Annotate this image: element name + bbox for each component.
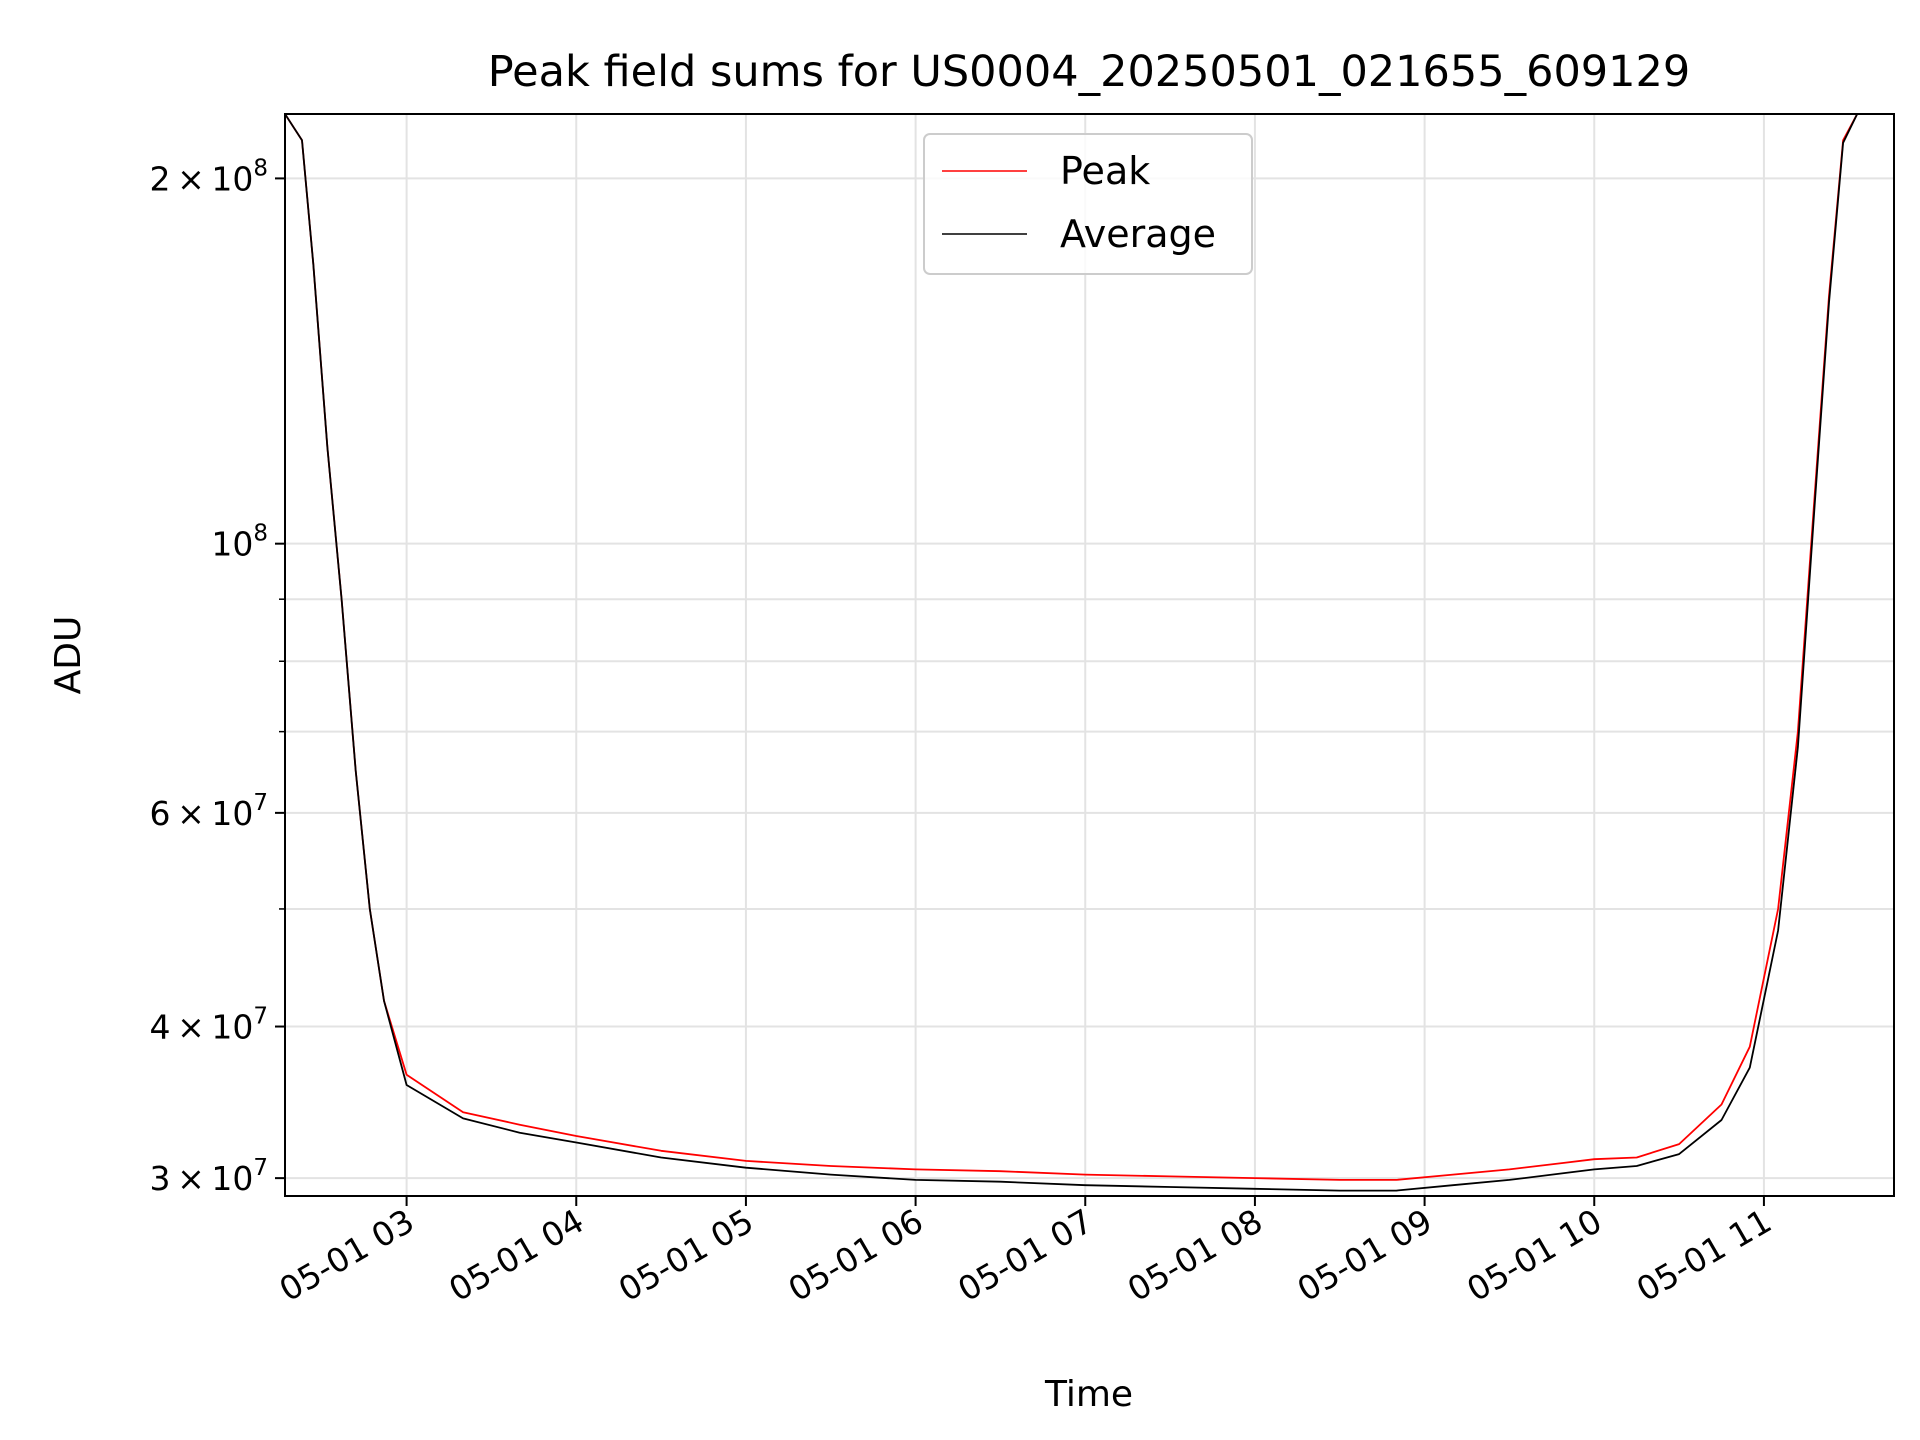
legend: Peak Average <box>923 133 1253 275</box>
y-tick-exponent: 8 <box>253 155 268 181</box>
legend-label-average: Average <box>1060 212 1216 256</box>
y-tick-label: 6 × 107 <box>150 790 268 833</box>
legend-label-peak: Peak <box>1060 149 1150 193</box>
legend-box <box>923 133 1253 275</box>
y-tick-exponent: 7 <box>253 790 268 816</box>
series-layer <box>285 114 1894 1192</box>
y-tick-label: 3 × 107 <box>150 1155 268 1198</box>
y-tick-exponent: 7 <box>253 1004 268 1030</box>
y-tick-label: 4 × 107 <box>150 1004 268 1047</box>
chart-title: Peak field sums for US0004_20250501_0216… <box>488 47 1691 97</box>
y-axis-label: ADU <box>48 616 89 695</box>
y-tick-exponent: 8 <box>253 521 268 547</box>
plot-frame <box>284 113 1895 1197</box>
series-line-average <box>285 114 1894 1192</box>
y-tick-label: 2 × 108 <box>150 155 268 198</box>
x-axis-label: Time <box>1044 1374 1133 1415</box>
y-tick-exponent: 7 <box>253 1155 268 1181</box>
